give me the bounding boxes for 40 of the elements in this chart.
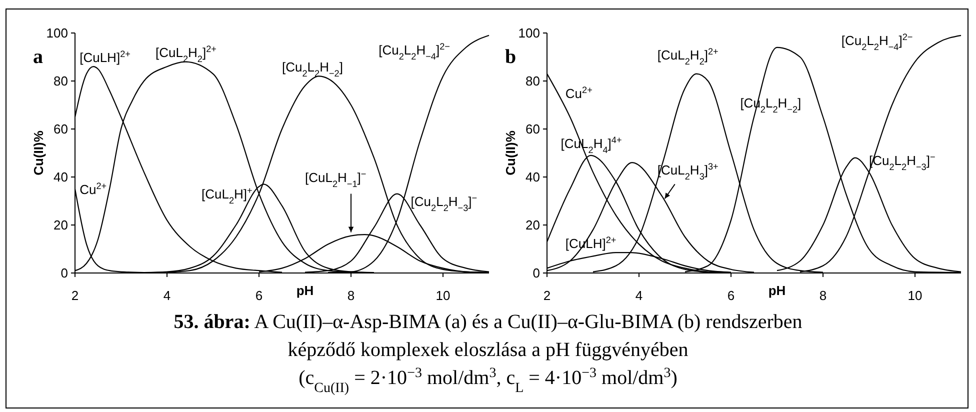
y-axis-title: Cu(II)% bbox=[31, 130, 46, 176]
y-tick-label: 40 bbox=[54, 170, 68, 184]
series-label: [CuL$_{2}$H]$^{+}$ bbox=[202, 186, 252, 206]
text: 53. ábra: A Cu(II)–α-Asp-BIMA (a) és a Cu(II)–α-Glu-BIMA (b) rendszerben bbox=[174, 311, 802, 333]
x-tick-label: 8 bbox=[347, 288, 355, 303]
y-tick-label: 100 bbox=[518, 26, 540, 40]
x-tick-label: 2 bbox=[71, 288, 79, 303]
text: a bbox=[33, 46, 43, 68]
y-tick-label: 40 bbox=[526, 170, 540, 184]
series-label: Cu$^{2+}$ bbox=[565, 84, 592, 101]
x-tick-label: 8 bbox=[819, 288, 827, 303]
x-tick-label: 10 bbox=[908, 288, 922, 303]
y-tick-label: 100 bbox=[46, 26, 68, 40]
x-tick-label: 4 bbox=[163, 288, 171, 303]
series-label: [Cu$_{2}$L$_{2}$H$_{−4}$]$^{2−}$ bbox=[841, 32, 913, 52]
text: képződő komplexek eloszlása a pH függvényében bbox=[288, 339, 688, 361]
y-tick-label: 0 bbox=[532, 266, 540, 280]
x-axis-title: pH bbox=[768, 283, 786, 298]
y-tick-label: 60 bbox=[54, 122, 68, 136]
x-tick-label: 4 bbox=[635, 288, 643, 303]
text: b bbox=[505, 46, 516, 68]
y-tick-label: 20 bbox=[54, 218, 68, 232]
y-tick-label: 60 bbox=[526, 122, 540, 136]
x-tick-label: 6 bbox=[727, 288, 735, 303]
series-label: [Cu$_{2}$L$_{2}$H$_{−4}$]$^{2−}$ bbox=[378, 42, 450, 62]
x-axis-title: pH bbox=[296, 283, 314, 298]
series-label: [CuLH]$^{2+}$ bbox=[80, 48, 130, 65]
text: [CuL$_{2}$H$_{−1}$]$^{−}$ bbox=[305, 168, 366, 189]
x-tick-label: 10 bbox=[436, 288, 450, 303]
text: (c$_{Cu(II)}$ = 2·10$^{−3}$ mol/dm$^{3}$, c$_{L}$ = 4·10$^{−3}$ mol/dm$^{3}$) bbox=[298, 366, 678, 396]
series-label: [CuL$_{2}$H$_{2}$]$^{2+}$ bbox=[657, 46, 718, 66]
y-tick-label: 0 bbox=[60, 266, 68, 280]
x-tick-label: 2 bbox=[543, 288, 551, 303]
y-tick-label: 20 bbox=[526, 218, 540, 232]
series-label: [Cu$_{2}$L$_{2}$H$_{−3}$]$^{−}$ bbox=[410, 192, 478, 213]
x-tick-label: 6 bbox=[255, 288, 263, 303]
y-tick-label: 80 bbox=[54, 74, 68, 88]
y-axis-title: Cu(II)% bbox=[503, 130, 518, 176]
y-tick-label: 80 bbox=[526, 74, 540, 88]
series-label: Cu$^{2+}$ bbox=[80, 180, 107, 197]
